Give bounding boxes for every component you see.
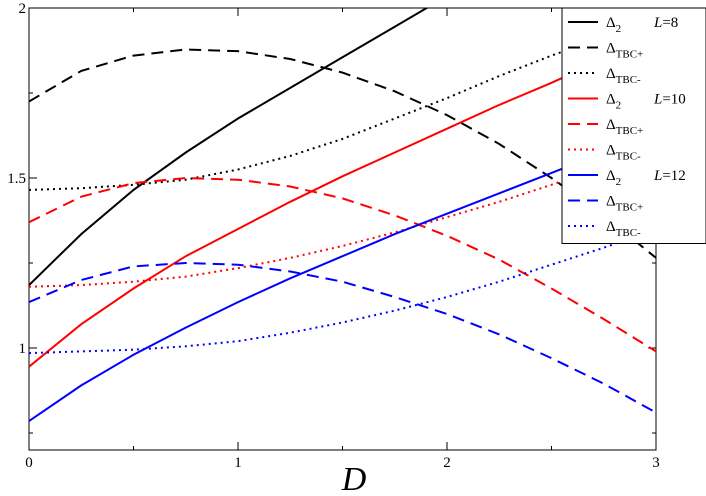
legend-group-label: L=10	[653, 92, 686, 108]
y-tick-label: 1.5	[7, 171, 26, 187]
series-line	[29, 176, 656, 353]
series-line	[29, 8, 429, 286]
legend: Δ2 ΔTBC+ ΔTBC- Δ2 ΔTBC+ ΔTBC- Δ2 ΔTBC+ ΔTBC- L=8 L…	[561, 7, 706, 244]
x-tick-label: 1	[234, 455, 242, 471]
legend-label: ΔTBC-	[606, 219, 641, 239]
x-axis-label: D	[341, 461, 367, 496]
series-lines	[29, 8, 656, 422]
legend-group-label: L=12	[653, 168, 686, 184]
legend-label: ΔTBC-	[606, 66, 641, 86]
tick-labels: 0 1 2 3 1 1.5 2	[7, 1, 660, 471]
x-tick-label: 0	[25, 455, 33, 471]
x-tick-label: 3	[652, 455, 660, 471]
y-tick-label: 1	[19, 341, 27, 357]
legend-label: Δ2	[606, 15, 621, 35]
legend-label: ΔTBC-	[606, 143, 641, 163]
legend-box	[561, 7, 706, 244]
series-line	[29, 48, 656, 259]
series-line	[29, 146, 656, 288]
series-line	[29, 131, 656, 422]
legend-label: Δ2	[606, 168, 621, 188]
legend-label: ΔTBC+	[606, 117, 643, 137]
legend-label: Δ2	[606, 92, 621, 112]
x-tick-label: 2	[443, 455, 451, 471]
series-line	[29, 35, 656, 368]
series-line	[29, 17, 656, 191]
y-tick-label: 2	[19, 1, 27, 17]
legend-group-label: L=8	[653, 15, 678, 31]
legend-label: ΔTBC+	[606, 41, 643, 61]
legend-label: ΔTBC+	[606, 194, 643, 214]
plot-frame	[28, 7, 657, 451]
